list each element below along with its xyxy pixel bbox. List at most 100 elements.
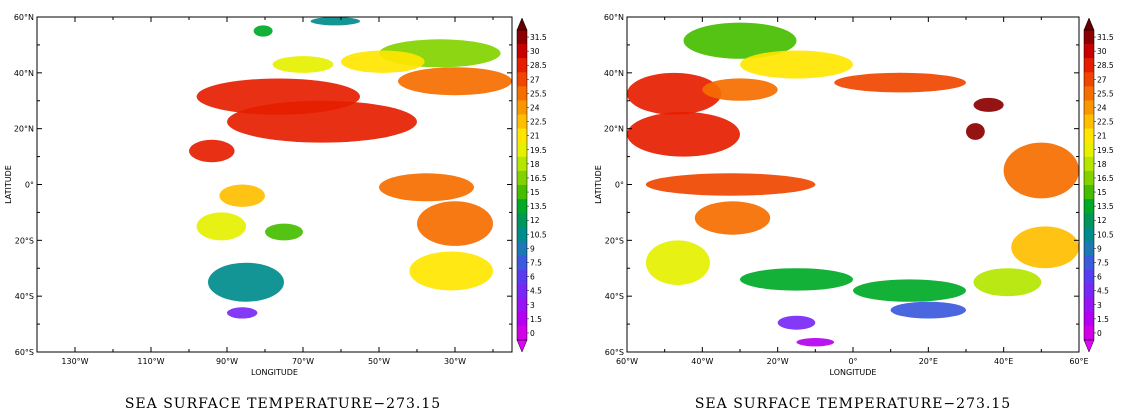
colorbar-swatch-0-1 bbox=[517, 44, 527, 59]
sst-region-0-3 bbox=[341, 50, 425, 73]
colorbar-label-1-19: 3 bbox=[1097, 301, 1102, 310]
colorbar-label-1-5: 24 bbox=[1097, 104, 1107, 113]
colorbar-label-1-11: 15 bbox=[1097, 188, 1107, 197]
colorbar-label-1-14: 10.5 bbox=[1097, 230, 1114, 239]
colorbar-bottom-arrow-0 bbox=[516, 339, 528, 353]
sst-region-0-14 bbox=[409, 251, 494, 291]
colorbar-label-0-6: 22.5 bbox=[530, 118, 547, 127]
colorbar-label-0-2: 28.5 bbox=[530, 61, 547, 70]
x-axis-label-1: LONGITUDE bbox=[830, 368, 877, 377]
colorbar-label-0-1: 30 bbox=[530, 47, 540, 56]
sst-region-1-14 bbox=[1011, 226, 1079, 269]
colorbar-label-0-20: 1.5 bbox=[530, 315, 542, 324]
y-tick-label-0-1: 40°N bbox=[14, 69, 34, 78]
sst-region-1-11 bbox=[740, 268, 853, 291]
colorbar-swatch-0-8 bbox=[517, 142, 527, 158]
colorbar-swatch-1-2 bbox=[1084, 58, 1094, 73]
y-tick-label-1-5: 40°S bbox=[605, 292, 624, 301]
colorbar-label-1-0: 31.5 bbox=[1097, 33, 1114, 42]
sst-region-0-13 bbox=[417, 201, 493, 246]
x-tick-label-0-0: 130°W bbox=[61, 357, 88, 366]
colorbar-label-0-7: 21 bbox=[530, 132, 540, 141]
colorbar-label-1-7: 21 bbox=[1097, 132, 1107, 141]
sst-region-1-6 bbox=[973, 97, 1004, 112]
y-tick-label-1-2: 20°N bbox=[604, 125, 624, 134]
colorbar-label-1-3: 27 bbox=[1097, 75, 1107, 84]
colorbar-label-0-11: 15 bbox=[530, 188, 540, 197]
x-tick-label-1-5: 40°E bbox=[994, 357, 1013, 366]
colorbar-label-1-16: 7.5 bbox=[1097, 259, 1109, 268]
y-axis-label-1: LATITUDE bbox=[594, 165, 603, 204]
colorbar-label-1-18: 4.5 bbox=[1097, 287, 1109, 296]
colorbar-label-0-8: 19.5 bbox=[530, 146, 547, 155]
colorbar-label-1-12: 13.5 bbox=[1097, 202, 1114, 211]
x-tick-label-1-3: 0° bbox=[848, 357, 857, 366]
colorbar-label-0-16: 7.5 bbox=[530, 259, 542, 268]
sst-region-1-0 bbox=[683, 22, 797, 59]
colorbar-label-1-2: 28.5 bbox=[1097, 61, 1114, 70]
colorbar-swatch-0-11 bbox=[517, 185, 527, 200]
colorbar-swatch-0-3 bbox=[517, 72, 527, 87]
x-tick-label-0-2: 90°W bbox=[216, 357, 238, 366]
colorbar-label-1-6: 22.5 bbox=[1097, 118, 1114, 127]
colorbar-swatch-1-6 bbox=[1084, 114, 1094, 129]
sst-region-1-9 bbox=[694, 201, 771, 235]
colorbar-frame-1 bbox=[1083, 29, 1095, 341]
y-tick-label-1-3: 0° bbox=[615, 181, 624, 190]
colorbar-label-1-13: 12 bbox=[1097, 216, 1107, 225]
colorbar-label-0-4: 25.5 bbox=[530, 89, 547, 98]
sst-region-0-9 bbox=[219, 184, 265, 207]
x-tick-label-1-0: 60°W bbox=[616, 357, 638, 366]
sst-region-1-17 bbox=[777, 315, 816, 330]
colorbar-label-0-9: 18 bbox=[530, 160, 540, 169]
sst-region-0-11 bbox=[265, 223, 303, 241]
y-tick-label-0-0: 60°N bbox=[14, 13, 34, 22]
colorbar-label-0-10: 16.5 bbox=[530, 174, 547, 183]
colorbar-swatch-1-8 bbox=[1084, 142, 1094, 158]
colorbar-top-arrow-1 bbox=[1083, 17, 1095, 31]
y-tick-label-1-4: 20°S bbox=[605, 236, 624, 245]
sst-region-0-7 bbox=[272, 56, 334, 73]
sst-region-1-10 bbox=[645, 240, 710, 285]
x-tick-label-1-2: 20°W bbox=[767, 357, 789, 366]
colorbar-swatch-0-12 bbox=[517, 199, 527, 214]
x-tick-label-0-3: 70°W bbox=[292, 357, 314, 366]
y-tick-label-0-2: 20°N bbox=[14, 125, 34, 134]
sst-region-1-3 bbox=[702, 78, 778, 101]
colorbar-swatch-0-6 bbox=[517, 114, 527, 129]
colorbar-swatch-1-10 bbox=[1084, 170, 1094, 186]
colorbar-label-1-9: 18 bbox=[1097, 160, 1107, 169]
colorbar-swatch-1-3 bbox=[1084, 72, 1094, 87]
colorbar-label-0-5: 24 bbox=[530, 104, 540, 113]
sst-region-1-4 bbox=[834, 72, 966, 93]
y-tick-label-1-6: 60°S bbox=[605, 348, 624, 357]
colorbar-frame-0 bbox=[516, 29, 528, 341]
colorbar-label-0-0: 31.5 bbox=[530, 33, 547, 42]
colorbar-swatch-0-0 bbox=[517, 30, 527, 45]
colorbar-swatch-1-7 bbox=[1084, 128, 1094, 144]
sst-region-0-12 bbox=[379, 173, 474, 202]
colorbar-swatch-1-17 bbox=[1084, 269, 1094, 284]
x-tick-label-1-4: 20°E bbox=[919, 357, 938, 366]
sst-region-1-13 bbox=[1003, 142, 1079, 199]
sst-region-1-5 bbox=[627, 112, 740, 157]
colorbar-swatch-0-15 bbox=[517, 241, 527, 256]
sst-region-0-8 bbox=[189, 139, 235, 163]
y-tick-label-0-6: 60°S bbox=[15, 348, 34, 357]
colorbar-swatch-0-10 bbox=[517, 170, 527, 186]
colorbar-label-0-12: 13.5 bbox=[530, 202, 547, 211]
sst-region-1-2 bbox=[627, 72, 722, 115]
colorbar-swatch-1-4 bbox=[1084, 86, 1094, 101]
colorbar-swatch-1-12 bbox=[1084, 199, 1094, 214]
colorbar-swatch-1-0 bbox=[1084, 30, 1094, 45]
sst-region-1-18 bbox=[796, 338, 835, 347]
y-tick-label-1-1: 40°N bbox=[604, 69, 624, 78]
sst-region-0-0 bbox=[310, 17, 360, 26]
colorbar-swatch-0-4 bbox=[517, 86, 527, 101]
sst-region-0-16 bbox=[227, 307, 258, 319]
colorbar-swatch-1-19 bbox=[1084, 297, 1094, 313]
colorbar-swatch-1-9 bbox=[1084, 156, 1094, 172]
colorbar-swatch-0-21 bbox=[517, 325, 527, 341]
sst-region-1-7 bbox=[966, 123, 985, 140]
